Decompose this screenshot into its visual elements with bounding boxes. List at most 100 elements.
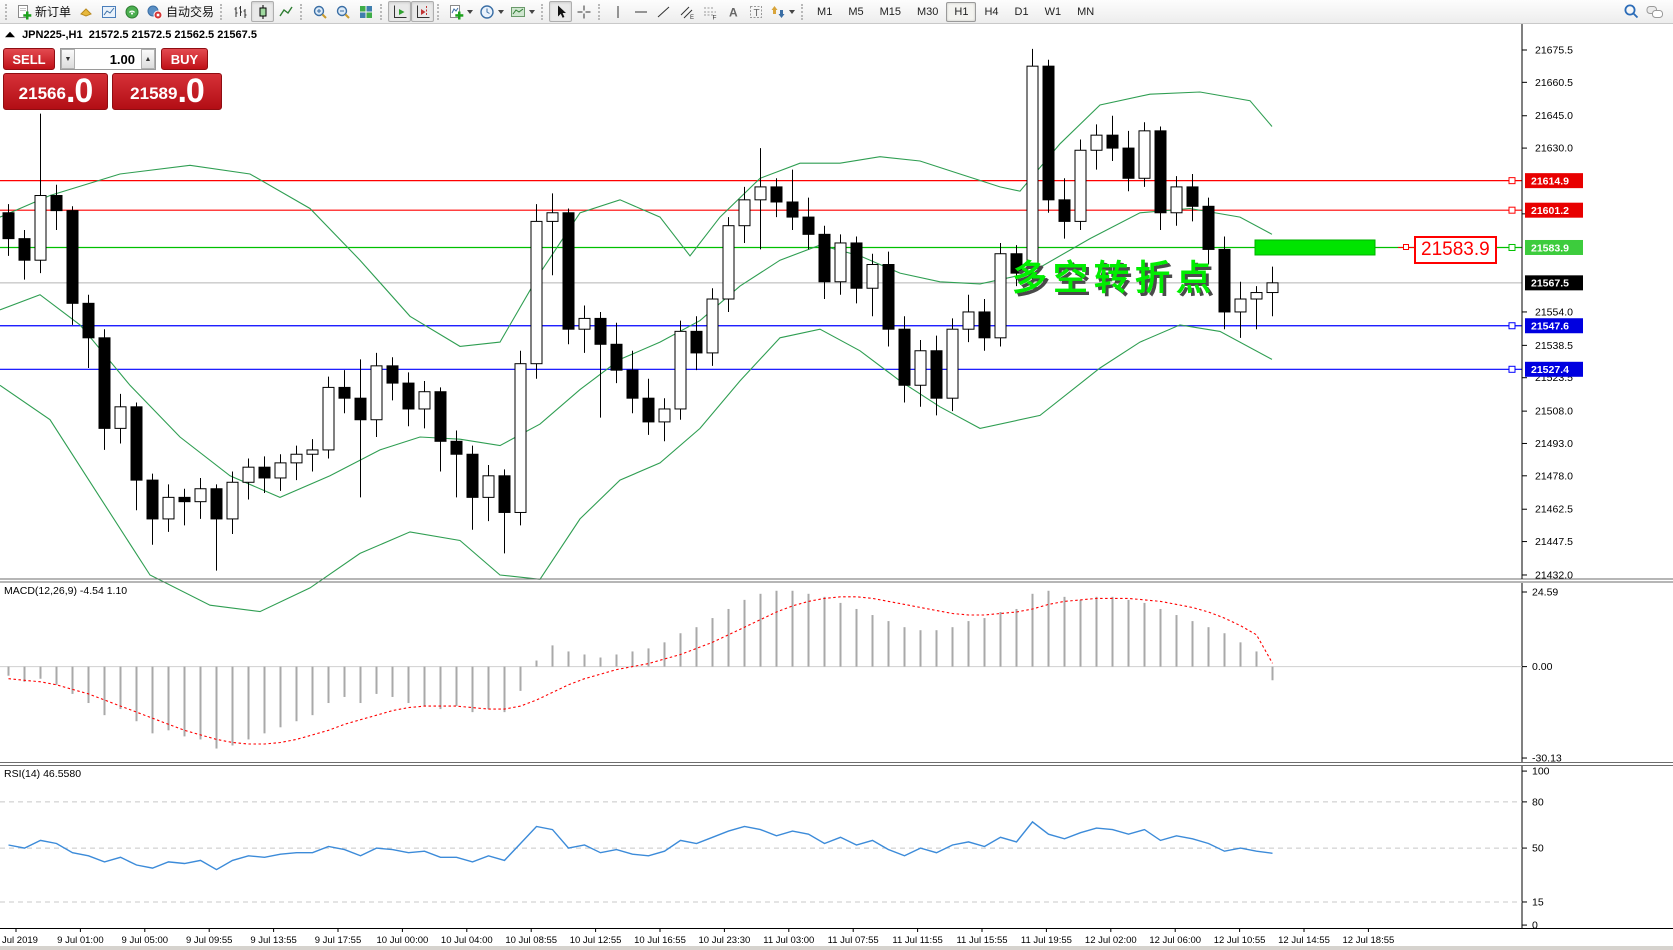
toolbar-drag-handle[interactable] xyxy=(541,3,545,20)
candle-body xyxy=(2,212,15,240)
volume-decrease-button[interactable]: ▼ xyxy=(61,49,75,69)
templates-dropdown-caret[interactable] xyxy=(529,9,536,14)
timeframe-button-M15[interactable]: M15 xyxy=(879,5,901,18)
indicators-dropdown-caret[interactable] xyxy=(467,9,474,14)
price-tag-label: 21527.4 xyxy=(1531,364,1569,376)
symbol-collapse-icon[interactable] xyxy=(5,31,15,38)
strategy-tester-button[interactable] xyxy=(74,1,97,22)
chat-icon xyxy=(1646,4,1664,20)
candle-body xyxy=(690,330,703,354)
text-button[interactable]: A xyxy=(721,1,744,22)
price-tag xyxy=(1525,173,1583,189)
timeframe-button-M1[interactable]: M1 xyxy=(817,5,833,18)
timeframe-button-H1[interactable]: H1 xyxy=(946,1,977,22)
auto-trading-button[interactable]: 自动交易 xyxy=(143,1,217,22)
new-order-label: 新订单 xyxy=(35,5,72,19)
toolbar-drag-handle[interactable] xyxy=(437,3,441,20)
price-tick-label: 21508.0 xyxy=(1535,406,1573,418)
arrows-dropdown-caret[interactable] xyxy=(789,9,796,14)
chart-shift-button[interactable] xyxy=(411,1,435,22)
rsi-panel[interactable]: 100 80 50 15 0 xyxy=(0,766,1550,932)
timeframe-button-H4[interactable]: H4 xyxy=(984,5,999,18)
sell-button[interactable]: SELL xyxy=(3,48,55,70)
periods-button[interactable] xyxy=(476,1,507,22)
buy-button[interactable]: BUY xyxy=(161,48,208,70)
chart-annotation-text[interactable]: 多空转折点 xyxy=(1012,259,1218,298)
templates-button[interactable] xyxy=(507,1,538,22)
time-tick-label: 10 Jul 08:55 xyxy=(505,935,557,946)
horizontal-line-button[interactable] xyxy=(629,1,652,22)
price-tag-label: 21583.9 xyxy=(1531,242,1569,254)
bollinger-middle-line xyxy=(0,207,1273,498)
price-callout-label[interactable]: 21583.9 xyxy=(1414,236,1497,264)
price-axis[interactable]: 21675.521660.521645.021630.021599.521554… xyxy=(1522,44,1583,581)
rsi-axis: 100 80 50 15 0 xyxy=(1522,766,1550,932)
arrows-icon xyxy=(770,4,786,20)
crosshair-button[interactable] xyxy=(572,1,595,22)
line-chart-button[interactable] xyxy=(274,1,297,22)
zoom-out-button[interactable] xyxy=(331,1,354,22)
macd-tick-label: 24.59 xyxy=(1532,587,1558,599)
indicators-button[interactable] xyxy=(445,1,476,22)
callout-selection-handle[interactable] xyxy=(1403,244,1409,250)
svg-text:T: T xyxy=(753,8,759,19)
bar-chart-button[interactable] xyxy=(228,1,251,22)
text-label-button[interactable]: T xyxy=(744,1,767,22)
time-axis[interactable]: 9 Jul 2019 9 Jul 01:00 9 Jul 05:00 9 Jul 09… xyxy=(0,928,1673,947)
rsi-line xyxy=(8,820,1273,871)
candle-body xyxy=(370,365,383,421)
candle-body xyxy=(50,195,63,212)
trendline-button[interactable] xyxy=(652,1,675,22)
chart-title-symbol: JPN225-,H1 xyxy=(22,29,83,41)
candle-body xyxy=(178,496,191,503)
candle-body xyxy=(1042,65,1055,201)
toolbar-drag-handle[interactable] xyxy=(300,3,304,20)
candle-body xyxy=(1154,130,1167,214)
toolbar-drag-handle[interactable] xyxy=(598,3,602,20)
toolbar-drag-handle[interactable] xyxy=(5,3,9,20)
terminal-button[interactable] xyxy=(97,1,120,22)
one-click-trading-panel: SELL ▼ ▲ BUY 21566 .0 21589 .0 xyxy=(3,48,222,110)
toolbar-drag-handle[interactable] xyxy=(220,3,224,20)
tile-windows-button[interactable] xyxy=(354,1,377,22)
arrows-button[interactable] xyxy=(767,1,798,22)
text-label-icon: T xyxy=(748,4,764,20)
time-tick-label: 11 Jul 03:00 xyxy=(763,935,814,946)
volume-increase-button[interactable]: ▲ xyxy=(141,49,155,69)
sell-price-display[interactable]: 21566 .0 xyxy=(3,73,108,110)
auto-scroll-button[interactable] xyxy=(388,1,412,22)
cursor-button[interactable] xyxy=(549,1,573,22)
candle-body xyxy=(706,298,719,354)
sell-price-fraction: .0 xyxy=(65,73,93,110)
volume-input[interactable] xyxy=(75,49,141,69)
new-order-button[interactable]: 新订单 xyxy=(13,1,74,22)
signals-button[interactable] xyxy=(120,1,143,22)
toolbar-drag-handle[interactable] xyxy=(380,3,384,20)
periods-dropdown-caret[interactable] xyxy=(498,9,505,14)
buy-price-display[interactable]: 21589 .0 xyxy=(112,73,222,110)
candlestick-chart-button[interactable] xyxy=(251,1,275,22)
price-tick-label: 21645.0 xyxy=(1535,110,1573,122)
candle-body xyxy=(610,343,623,371)
search-button[interactable] xyxy=(1620,1,1643,22)
fibonacci-button[interactable]: F xyxy=(698,1,721,22)
candle-body xyxy=(82,302,95,339)
zoom-out-icon xyxy=(335,4,351,20)
candle-body xyxy=(498,475,511,513)
toolbar-drag-handle[interactable] xyxy=(801,3,805,20)
timeframe-button-MN[interactable]: MN xyxy=(1077,5,1095,18)
candle-body xyxy=(1170,186,1183,214)
community-chat-button[interactable] xyxy=(1643,1,1667,22)
time-tick-label: 10 Jul 12:55 xyxy=(570,935,622,946)
timeframe-button-W1[interactable]: W1 xyxy=(1044,5,1062,18)
candle-body xyxy=(146,479,159,520)
macd-panel[interactable]: 24.59 0.00 -30.13 xyxy=(0,587,1562,765)
equidistant-channel-button[interactable]: E xyxy=(675,1,698,22)
timeframe-button-M30[interactable]: M30 xyxy=(917,5,939,18)
timeframe-button-D1[interactable]: D1 xyxy=(1014,5,1029,18)
vertical-line-button[interactable] xyxy=(606,1,629,22)
timeframe-button-M5[interactable]: M5 xyxy=(848,5,864,18)
zoom-in-button[interactable] xyxy=(308,1,331,22)
candle-body xyxy=(626,369,639,399)
